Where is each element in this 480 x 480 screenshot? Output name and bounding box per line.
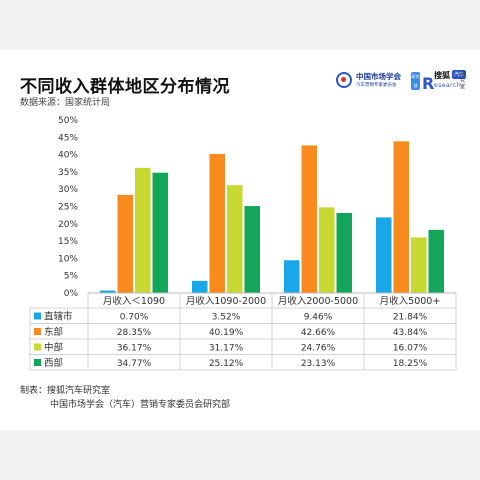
footer: 制表：搜狐汽车研究室 中国市场学会（汽车）营销专家委员会研究部	[20, 384, 230, 412]
bar	[227, 185, 243, 293]
y-tick-label: 35%	[58, 168, 78, 178]
bar	[244, 206, 260, 293]
bar	[376, 217, 392, 293]
bar	[336, 212, 352, 293]
table-cell-value: 9.46%	[304, 313, 333, 323]
y-tick-label: 45%	[58, 133, 78, 143]
table-cell-value: 3.52%	[212, 313, 241, 323]
table-cell-value: 16.07%	[393, 344, 428, 354]
legend-swatch	[34, 359, 41, 366]
table-cell-value: 36.17%	[117, 344, 152, 354]
legend-label: 中部	[44, 342, 63, 354]
legend-swatch	[34, 328, 41, 335]
table-cell-value: 42.66%	[301, 328, 336, 338]
bar-chart: 0% 5% 10% 15% 20% 25% 30% 35% 40% 45% 50% 月收入＜1090 月…	[29, 116, 457, 371]
bar	[393, 141, 409, 293]
y-tick-label: 30%	[58, 185, 78, 195]
org-name: 中国市场学会	[356, 72, 401, 81]
y-tick-label: 25%	[58, 203, 78, 213]
table-cell-value: 18.25%	[393, 359, 428, 369]
org-sub: 汽车营销专家委员会	[356, 83, 397, 88]
y-tick-label: 40%	[58, 151, 78, 161]
footer-line2: 中国市场学会（汽车）营销专家委员会研究部	[50, 400, 231, 410]
legend-label: 东部	[44, 326, 63, 338]
x-category-label: 月收入＜1090	[103, 295, 165, 307]
table-cell-value: 40.19%	[209, 328, 244, 338]
bar	[319, 207, 335, 293]
legend-label: 西部	[44, 357, 63, 369]
legend-label: 直辖市	[44, 311, 73, 323]
sohu-research-logo-icon: R	[422, 74, 435, 93]
bar	[152, 172, 168, 293]
divider-badge: 研究部	[411, 72, 420, 90]
y-tick-label: 10%	[58, 254, 78, 264]
bar	[428, 229, 444, 293]
brand-badge: 汽车	[452, 70, 467, 79]
bar	[135, 167, 151, 293]
y-tick-label: 15%	[58, 237, 78, 247]
bar	[411, 237, 427, 293]
table-cell-value: 0.70%	[120, 313, 149, 323]
table-cell-value: 31.17%	[209, 344, 244, 354]
bar	[192, 280, 208, 293]
x-category-label: 月收入2000-5000	[278, 295, 358, 307]
bar	[301, 145, 317, 293]
bar	[209, 153, 225, 293]
table-cell-value: 21.84%	[393, 313, 428, 323]
chart-card: 不同收入群体地区分布情况 数据来源：国家统计局 中国市场学会 汽车营销专家委员会…	[0, 50, 480, 430]
bar	[284, 260, 300, 293]
bar	[100, 290, 116, 293]
x-category-label: 月收入1090-2000	[186, 295, 266, 307]
brand-research: esearch	[434, 82, 462, 89]
y-tick-label: 50%	[58, 116, 78, 126]
table-cell-value: 23.13%	[301, 359, 336, 369]
brand-name: 搜狐	[434, 71, 450, 80]
table-cell-value: 24.76%	[301, 344, 336, 354]
logo-group: 中国市场学会 汽车营销专家委员会 研究部 R 搜狐 汽车 esearch 研究室	[336, 70, 467, 96]
x-category-label: 月收入5000+	[380, 295, 441, 307]
footer-label: 制表：	[20, 386, 48, 396]
footer-line1: 搜狐汽车研究室	[47, 386, 111, 396]
y-tick-label: 5%	[64, 272, 79, 282]
legend-swatch	[34, 343, 41, 351]
bar	[117, 194, 133, 293]
table-cell-value: 34.77%	[117, 359, 152, 369]
chart-title: 不同收入群体地区分布情况	[20, 77, 230, 97]
table-cell-value: 25.12%	[209, 359, 244, 369]
brand-side: 研究室	[460, 72, 466, 90]
legend-swatch	[34, 312, 41, 320]
y-tick-label: 0%	[64, 289, 79, 299]
table-cell-value: 43.84%	[393, 328, 428, 338]
table-cell-value: 28.35%	[117, 328, 152, 338]
data-source: 数据来源：国家统计局	[20, 98, 111, 108]
y-tick-label: 20%	[58, 220, 78, 230]
market-society-logo-icon	[336, 72, 352, 88]
